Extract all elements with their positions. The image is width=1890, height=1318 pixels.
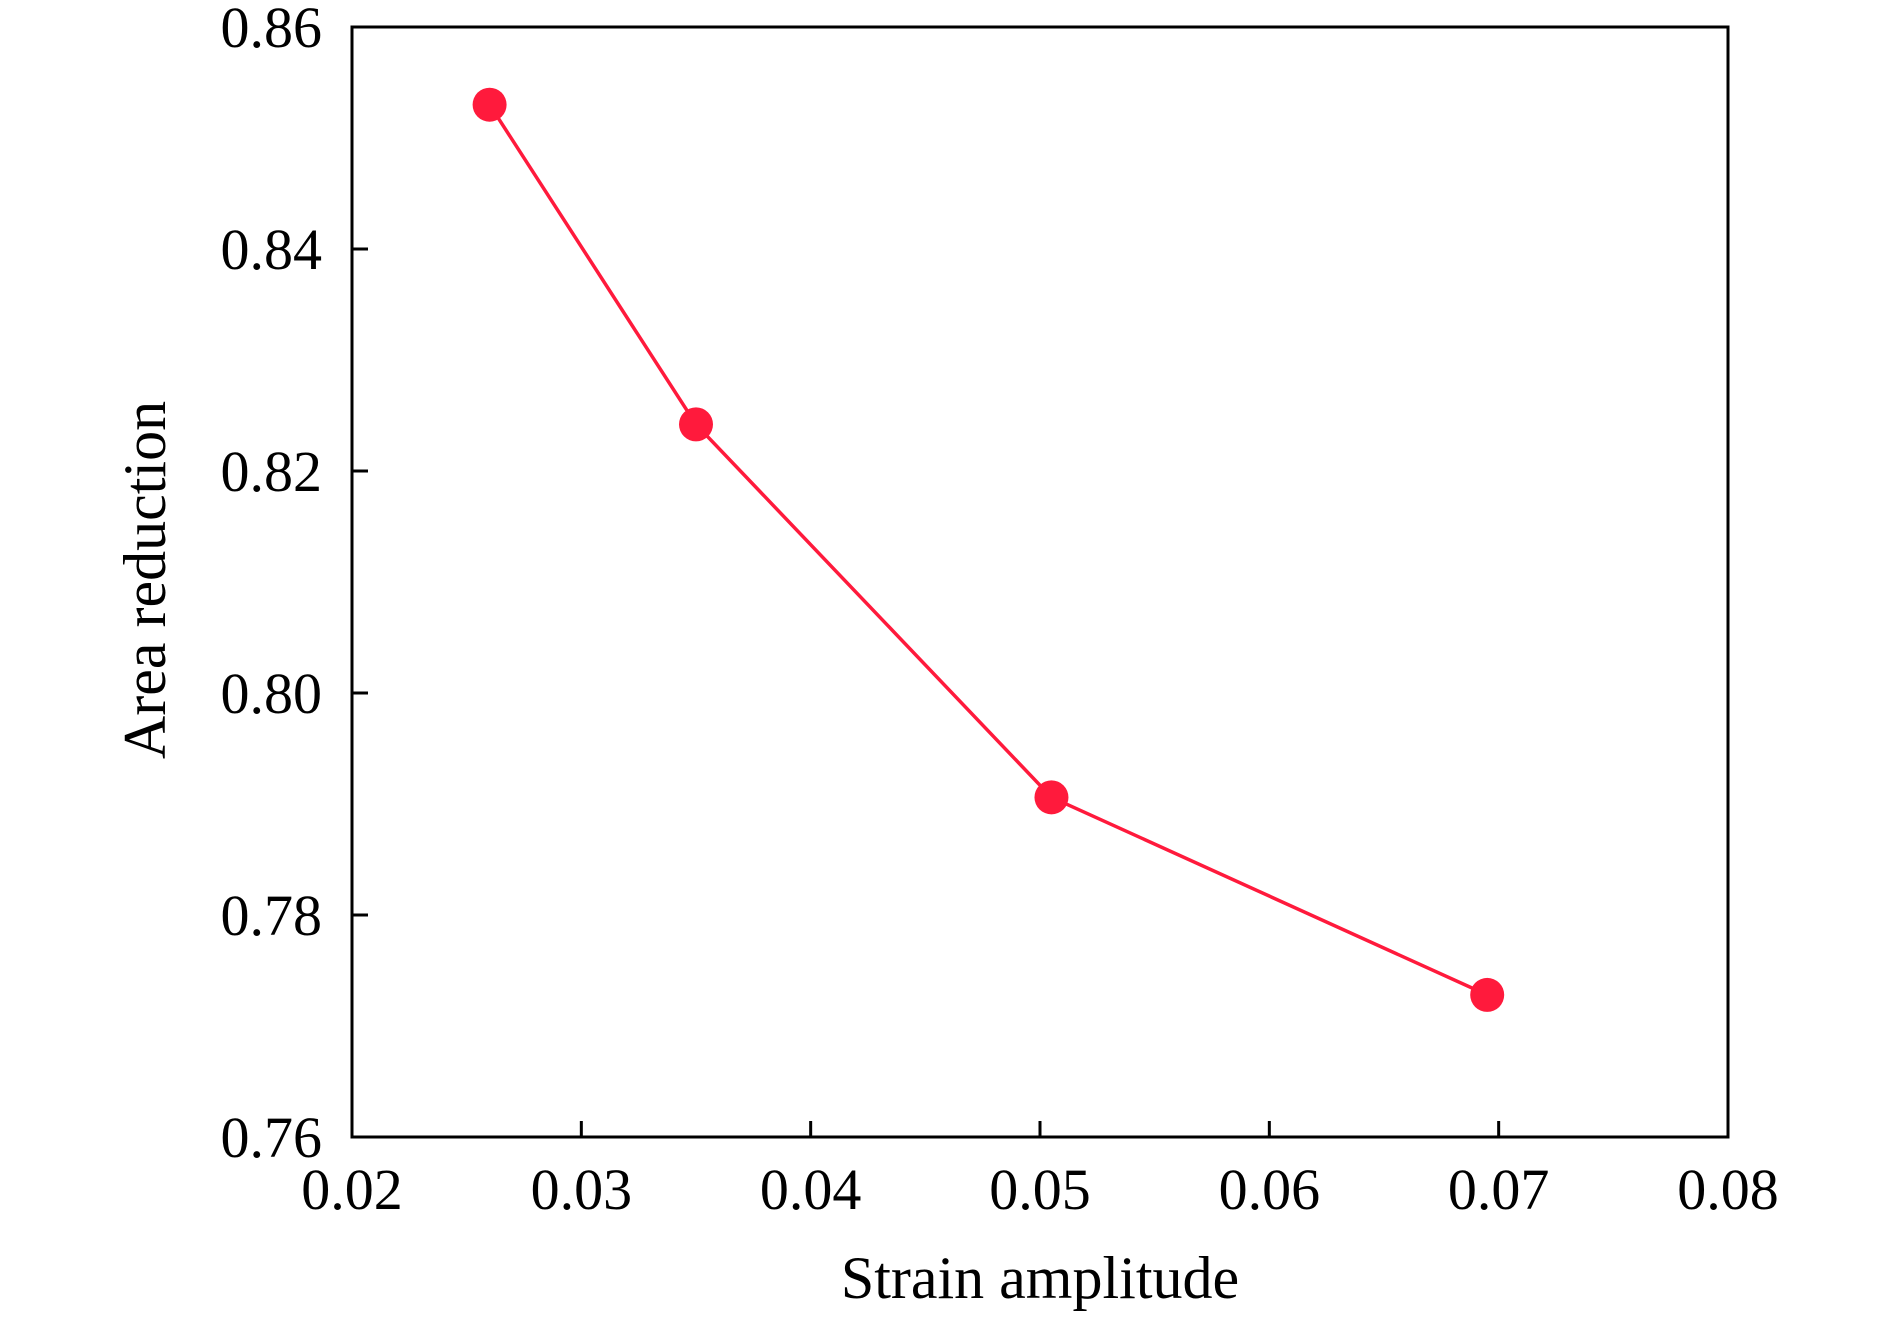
y-axis-label: Area reduction [112, 401, 178, 759]
y-tick-label: 0.78 [221, 883, 323, 948]
plot-frame [350, 25, 1730, 1139]
axes-layer [350, 25, 1730, 1139]
y-tick-label: 0.80 [221, 661, 323, 726]
ticks-layer: 0.02 0.03 0.04 0.05 0.06 0.07 0.08 0.76 0.78 0.80… [221, 0, 1779, 1222]
x-tick-label: 0.07 [1448, 1157, 1550, 1222]
x-tick-label: 0.05 [989, 1157, 1091, 1222]
y-tick-label: 0.82 [221, 439, 323, 504]
y-tick-label: 0.76 [221, 1105, 323, 1170]
x-tick-label: 0.03 [531, 1157, 633, 1222]
series-line [488, 103, 1488, 997]
x-tick-label: 0.08 [1677, 1157, 1779, 1222]
data-point [679, 407, 713, 442]
data-point [472, 87, 507, 122]
data-point [1034, 780, 1069, 815]
x-tick-label: 0.02 [301, 1157, 403, 1222]
series-layer [472, 87, 1505, 1012]
data-point [1470, 977, 1505, 1012]
x-tick-label: 0.06 [1219, 1157, 1321, 1222]
y-tick-label: 0.86 [221, 0, 323, 60]
y-tick-label: 0.84 [221, 217, 323, 282]
x-tick-label: 0.04 [760, 1157, 862, 1222]
x-axis-label: Strain amplitude [841, 1245, 1239, 1311]
